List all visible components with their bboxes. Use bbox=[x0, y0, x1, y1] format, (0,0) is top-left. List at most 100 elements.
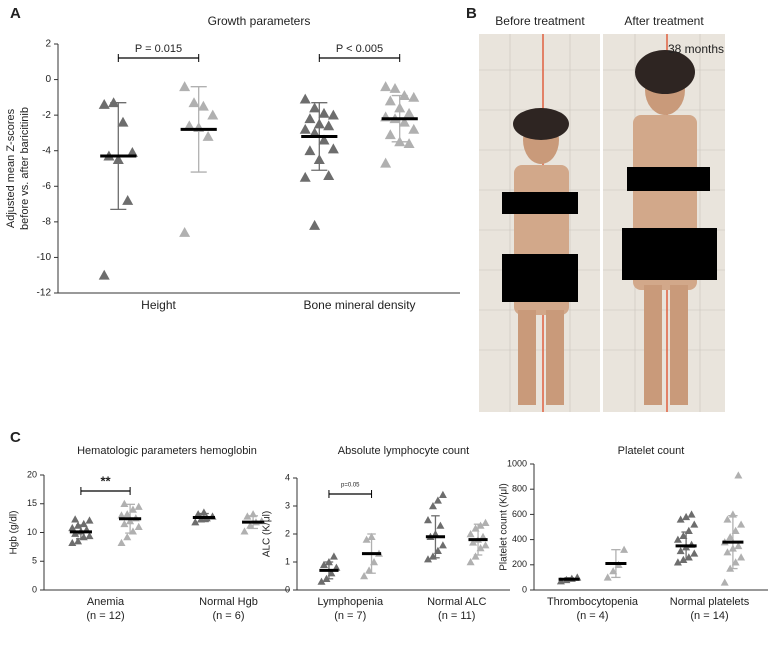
data-point bbox=[126, 146, 138, 157]
x-tick-note: (n = 11) bbox=[438, 610, 475, 622]
x-tick-label: Thrombocytopenia bbox=[547, 596, 639, 608]
data-point bbox=[682, 512, 691, 521]
y-axis-label: Platelet count (K/μl) bbox=[499, 483, 510, 570]
data-point bbox=[85, 531, 94, 540]
y-tick-label: 1 bbox=[285, 556, 290, 566]
data-point bbox=[309, 127, 321, 138]
data-point bbox=[384, 95, 396, 106]
data-point bbox=[737, 520, 746, 528]
x-tick-note: (n = 12) bbox=[86, 610, 124, 622]
annotation: ** bbox=[100, 473, 111, 488]
photo-annotation: 38 months bbox=[668, 42, 724, 56]
y-tick-label: 0 bbox=[522, 584, 527, 594]
data-point bbox=[469, 538, 478, 546]
data-point bbox=[299, 93, 311, 104]
data-point bbox=[329, 552, 338, 560]
x-tick-label: Bone mineral density bbox=[303, 298, 415, 312]
panel-label: A bbox=[10, 5, 21, 22]
data-point bbox=[327, 143, 339, 154]
photo-label: After treatment bbox=[624, 14, 704, 28]
y-tick-label: 600 bbox=[512, 509, 527, 519]
y-tick-label: -2 bbox=[42, 110, 51, 121]
y-tick-label: -10 bbox=[37, 252, 52, 263]
panel-label: C bbox=[10, 429, 21, 446]
x-tick-label: Normal ALC bbox=[427, 596, 486, 608]
data-point bbox=[436, 521, 445, 529]
y-tick-label: 2 bbox=[45, 39, 51, 50]
data-point bbox=[74, 537, 83, 545]
y-tick-label: 0 bbox=[32, 584, 37, 594]
panel-label: B bbox=[466, 5, 477, 22]
data-point bbox=[319, 560, 328, 568]
data-point bbox=[360, 572, 369, 580]
photo-panel: Before treatment After treatment 38 mont… bbox=[479, 14, 725, 412]
y-tick-label: 10 bbox=[27, 527, 37, 537]
chart-title: Platelet count bbox=[618, 445, 685, 457]
data-point bbox=[481, 518, 490, 526]
data-point bbox=[299, 171, 311, 182]
y-tick-label: 0 bbox=[45, 74, 51, 85]
y-tick-label: 3 bbox=[285, 500, 290, 510]
x-tick-note: (n = 7) bbox=[334, 610, 366, 622]
data-point bbox=[183, 120, 195, 131]
data-point bbox=[673, 535, 682, 543]
data-point bbox=[398, 116, 410, 127]
data-point bbox=[428, 502, 437, 510]
data-point bbox=[466, 558, 475, 566]
data-point bbox=[380, 81, 392, 92]
annotation: p=0.05 bbox=[341, 483, 360, 489]
data-point bbox=[98, 98, 110, 109]
data-point bbox=[384, 129, 396, 140]
data-point bbox=[68, 523, 77, 532]
data-point bbox=[731, 526, 740, 534]
data-point bbox=[423, 516, 432, 524]
data-point bbox=[323, 120, 335, 131]
data-point bbox=[71, 515, 80, 523]
data-point bbox=[687, 510, 696, 518]
data-point bbox=[734, 471, 743, 479]
data-point bbox=[679, 531, 688, 540]
data-point bbox=[609, 567, 618, 575]
y-tick-label: 5 bbox=[32, 556, 37, 566]
data-point bbox=[85, 516, 94, 524]
chart-title: Growth parameters bbox=[208, 14, 311, 28]
data-point bbox=[122, 195, 134, 205]
data-point bbox=[731, 558, 740, 566]
y-axis-label: before vs. after baricitinib bbox=[19, 107, 31, 230]
data-point bbox=[726, 533, 735, 541]
data-point bbox=[362, 535, 371, 543]
data-point bbox=[389, 82, 401, 93]
data-point bbox=[134, 502, 143, 510]
data-point bbox=[179, 81, 191, 92]
data-point bbox=[117, 116, 129, 127]
data-point bbox=[197, 100, 209, 111]
data-point bbox=[471, 552, 480, 560]
data-point bbox=[304, 145, 316, 156]
y-tick-label: -8 bbox=[42, 216, 51, 227]
y-tick-label: 15 bbox=[27, 498, 37, 508]
y-tick-label: 800 bbox=[512, 484, 527, 494]
data-point bbox=[438, 490, 447, 498]
data-point bbox=[134, 522, 143, 530]
data-point bbox=[403, 138, 415, 148]
data-point bbox=[737, 553, 746, 561]
y-tick-label: 4 bbox=[285, 472, 290, 482]
data-point bbox=[734, 541, 743, 550]
y-tick-label: -6 bbox=[42, 181, 51, 192]
data-point bbox=[408, 123, 420, 134]
data-point bbox=[327, 109, 339, 120]
y-tick-label: 200 bbox=[512, 559, 527, 569]
data-point bbox=[603, 573, 612, 581]
x-tick-label: Anemia bbox=[87, 596, 125, 608]
y-tick-label: 2 bbox=[285, 528, 290, 538]
y-axis-label: Hgb (g/dl) bbox=[9, 511, 20, 555]
data-point bbox=[246, 521, 255, 529]
data-point bbox=[299, 123, 311, 134]
data-point bbox=[380, 157, 392, 168]
x-tick-label: Normal Hgb bbox=[199, 596, 258, 608]
x-tick-label: Normal platelets bbox=[670, 596, 750, 608]
annotation: P = 0.015 bbox=[135, 43, 182, 55]
data-point bbox=[423, 555, 432, 563]
data-point bbox=[309, 219, 321, 230]
y-axis-label: ALC (K/μl) bbox=[262, 511, 273, 557]
